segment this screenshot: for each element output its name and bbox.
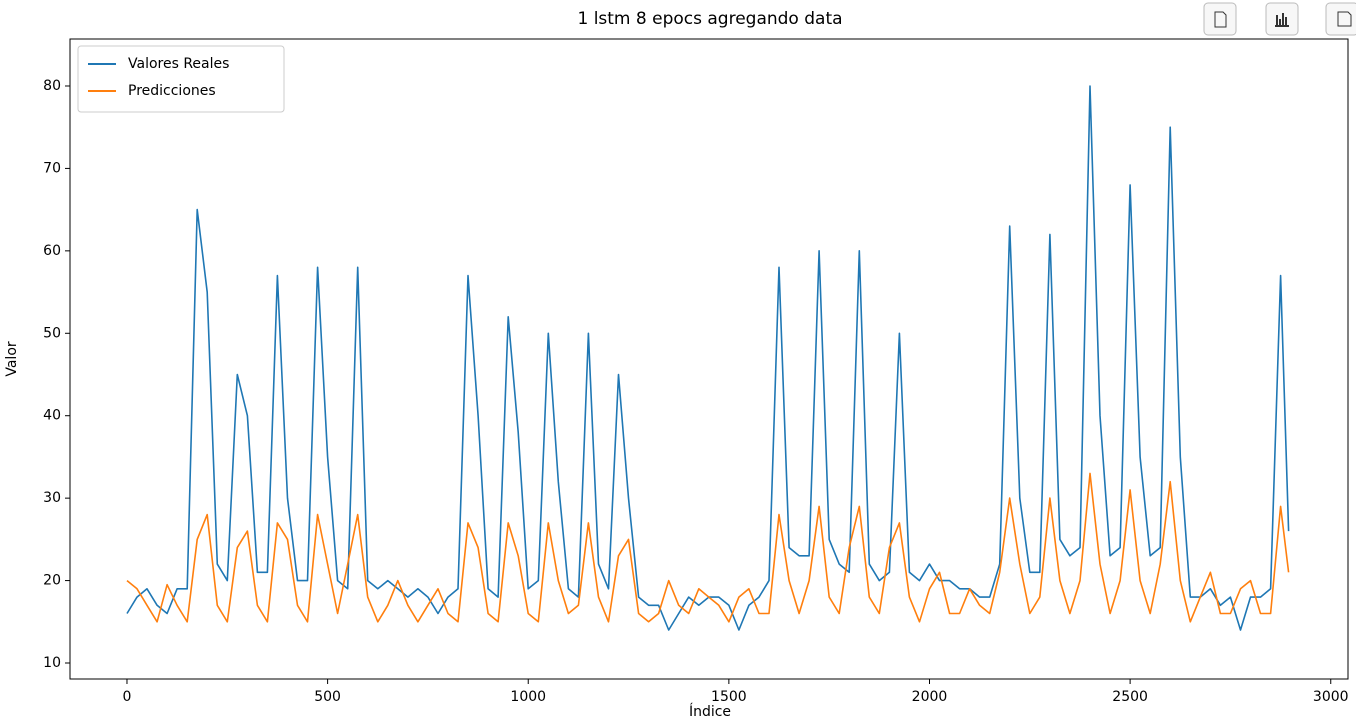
y-tick-label: 50 xyxy=(43,325,61,341)
y-axis-label: Valor xyxy=(4,341,20,377)
y-tick-label: 40 xyxy=(43,408,61,424)
y-tick-label: 80 xyxy=(43,78,61,94)
x-tick-label: 1000 xyxy=(510,689,546,705)
chart-icon xyxy=(1275,13,1289,27)
x-tick-label: 3000 xyxy=(1313,689,1349,705)
y-tick-label: 10 xyxy=(43,655,61,671)
data-line xyxy=(126,85,1290,631)
save-button[interactable] xyxy=(1325,2,1356,36)
x-tick-label: 0 xyxy=(123,689,132,705)
y-tick-label: 70 xyxy=(43,160,61,176)
x-tick-label: 500 xyxy=(314,689,341,705)
x-tick-label: 2500 xyxy=(1112,689,1148,705)
y-tick-label: 30 xyxy=(43,490,61,506)
legend-box xyxy=(77,45,285,113)
plot-frame xyxy=(69,38,1349,680)
copy-icon xyxy=(1214,11,1227,28)
y-tick-label: 20 xyxy=(43,573,61,589)
legend-label: Predicciones xyxy=(128,83,216,99)
x-tick-label: 1500 xyxy=(711,689,747,705)
x-tick-label: 2000 xyxy=(912,689,948,705)
legend-label: Valores Reales xyxy=(128,56,229,72)
chart-title: 1 lstm 8 epocs agregando data xyxy=(577,9,842,29)
data-line xyxy=(126,472,1290,623)
x-axis-label: Índice xyxy=(689,703,731,719)
save-icon xyxy=(1337,11,1352,27)
y-tick-label: 60 xyxy=(43,243,61,259)
toolbar xyxy=(1203,2,1356,36)
copy-button[interactable] xyxy=(1203,2,1237,36)
